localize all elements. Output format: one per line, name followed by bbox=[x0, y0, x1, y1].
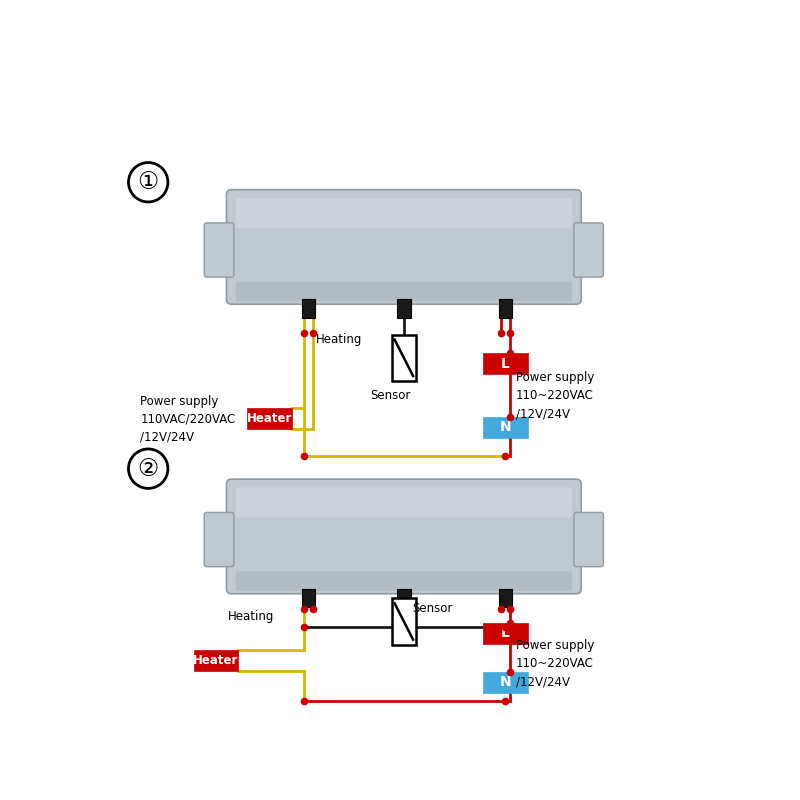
FancyBboxPatch shape bbox=[574, 513, 603, 566]
FancyBboxPatch shape bbox=[226, 479, 582, 594]
Bar bbox=[498, 589, 512, 607]
Text: Sensor: Sensor bbox=[412, 602, 452, 615]
Text: N: N bbox=[500, 421, 511, 434]
Circle shape bbox=[129, 449, 168, 488]
FancyBboxPatch shape bbox=[236, 198, 572, 228]
Text: N: N bbox=[500, 675, 511, 690]
Text: ①: ① bbox=[138, 170, 158, 194]
Bar bbox=[483, 354, 528, 374]
Bar bbox=[397, 299, 410, 318]
Text: Heating: Heating bbox=[228, 610, 274, 623]
Bar bbox=[483, 417, 528, 438]
FancyBboxPatch shape bbox=[236, 487, 572, 518]
FancyBboxPatch shape bbox=[574, 223, 603, 277]
Bar bbox=[302, 299, 315, 318]
Bar bbox=[397, 589, 410, 607]
Text: Heating: Heating bbox=[316, 333, 362, 346]
FancyBboxPatch shape bbox=[226, 190, 582, 304]
Bar bbox=[483, 672, 528, 693]
FancyBboxPatch shape bbox=[236, 571, 572, 590]
Text: Heater: Heater bbox=[247, 412, 292, 425]
Text: Power supply
110~220VAC
/12V/24V: Power supply 110~220VAC /12V/24V bbox=[516, 639, 594, 688]
Bar bbox=[392, 598, 415, 645]
Text: Heater: Heater bbox=[194, 654, 238, 667]
Text: L: L bbox=[501, 357, 510, 371]
Text: Power supply
110~220VAC
/12V/24V: Power supply 110~220VAC /12V/24V bbox=[516, 371, 594, 420]
Bar bbox=[498, 299, 512, 318]
Text: Power supply
110VAC/220VAC
/12V/24V: Power supply 110VAC/220VAC /12V/24V bbox=[140, 394, 235, 444]
Text: Sensor: Sensor bbox=[370, 390, 410, 402]
FancyBboxPatch shape bbox=[204, 223, 234, 277]
FancyBboxPatch shape bbox=[204, 513, 234, 566]
Text: ②: ② bbox=[138, 457, 158, 481]
Circle shape bbox=[129, 162, 168, 202]
Bar bbox=[302, 589, 315, 607]
Bar bbox=[194, 650, 238, 671]
Bar bbox=[247, 408, 292, 429]
Bar bbox=[392, 334, 415, 381]
Bar bbox=[483, 622, 528, 644]
Text: L: L bbox=[501, 626, 510, 640]
FancyBboxPatch shape bbox=[236, 282, 572, 301]
